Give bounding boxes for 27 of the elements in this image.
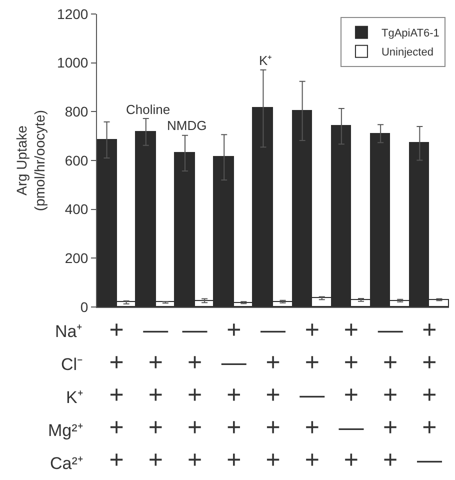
x-tick-label: — + + + + [378, 316, 403, 474]
x-tick-label: — + + + + [182, 316, 208, 474]
x-tick-label: + + + + — [416, 316, 442, 474]
x-tick-label: — + + + + [260, 316, 286, 474]
data-label: K⁺ [259, 53, 272, 68]
x-tick-label: + + + + + [109, 316, 124, 474]
y-tick-label: 600 [64, 152, 88, 168]
text: Na⁺ [55, 322, 83, 341]
y-axis-title: Arg Uptake (pmol/hr/oocyte) [13, 110, 48, 212]
legend-label: TgApiAT6-1 [381, 28, 440, 40]
text: Ca²⁺ [50, 454, 84, 473]
legend-label: Uninjected [381, 46, 434, 59]
y-tick-label: 200 [64, 250, 88, 266]
x-tick-label: + — + + + [221, 316, 246, 474]
y-tick-label: 0 [80, 298, 88, 315]
y-tick-label: 1200 [57, 6, 88, 22]
text: K⁺ [66, 388, 84, 407]
x-tick-label: — + + + + [143, 316, 168, 474]
y-tick-label: 400 [64, 201, 88, 218]
text: Mg²⁺ [48, 421, 84, 440]
y-tick-label: 1000 [57, 54, 88, 71]
x-tick-label: + + + — + [338, 316, 364, 474]
y-tick-label: 800 [64, 104, 88, 120]
x-tick-label: + + — + + [300, 316, 325, 474]
text: Cl⁻ [61, 355, 84, 374]
data-label: Choline [126, 102, 170, 117]
data-label: NMDG [167, 118, 207, 133]
